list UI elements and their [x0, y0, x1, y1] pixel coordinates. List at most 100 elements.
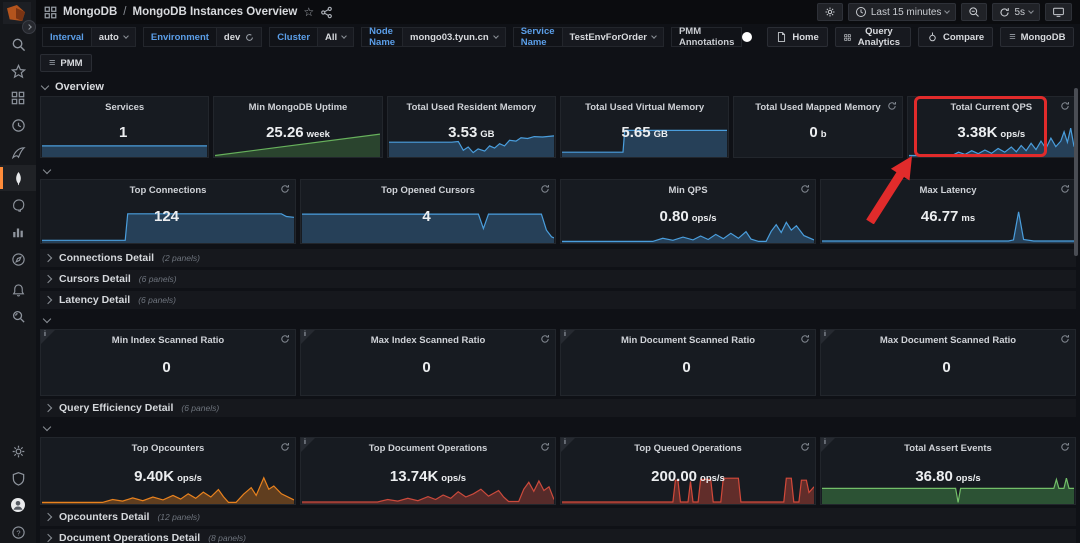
- pmm-menu-button[interactable]: ≡ PMM: [40, 54, 92, 72]
- dashboard-apps-icon: [44, 6, 57, 18]
- sidebar-item-profile[interactable]: [0, 492, 36, 518]
- panel-title[interactable]: Max Latency: [919, 185, 977, 196]
- zoom-out-time-button[interactable]: [961, 3, 988, 21]
- row-toggle-expanded[interactable]: [40, 314, 1076, 326]
- stat-panel-top-connections[interactable]: Top Connections 124: [40, 179, 296, 244]
- sidebar-item-dashboards[interactable]: [0, 85, 36, 111]
- stat-panel-min-index-scanned-ratio[interactable]: i Min Index Scanned Ratio 0: [40, 329, 296, 396]
- percona-logo[interactable]: [3, 2, 31, 24]
- panel-title[interactable]: Top Opened Cursors: [381, 185, 475, 196]
- stat-panel-total-current-qps[interactable]: Total Current QPS 3.38K ops/s: [906, 96, 1076, 158]
- stat-panel-max-index-scanned-ratio[interactable]: i Max Index Scanned Ratio 0: [300, 329, 556, 396]
- filter-node-name[interactable]: Node Name mongo03.tyun.cn: [361, 26, 506, 48]
- refresh-icon[interactable]: [540, 442, 550, 452]
- refresh-dashboard-button[interactable]: 5s: [992, 3, 1040, 21]
- panel-title[interactable]: Total Assert Events: [904, 443, 992, 454]
- panel-title[interactable]: Total Used Resident Memory: [406, 102, 537, 113]
- query-analytics-button[interactable]: Query Analytics: [834, 26, 911, 48]
- sidebar-item-query-analytics[interactable]: [0, 139, 36, 165]
- panel-title[interactable]: Top Opcounters: [131, 443, 205, 454]
- stat-panel-total-used-resident-memory[interactable]: Total Used Resident Memory 3.53 GB: [386, 96, 556, 158]
- mongodb-menu-button[interactable]: ≡ MongoDB: [1000, 27, 1075, 47]
- stat-panel-total-used-virtual-memory[interactable]: Total Used Virtual Memory 5.65 GB: [559, 96, 730, 158]
- stat-panel-top-queued-operations[interactable]: i Top Queued Operations 200.00 ops/s: [560, 437, 816, 505]
- panel-title[interactable]: Total Used Virtual Memory: [585, 102, 705, 113]
- refresh-icon[interactable]: [280, 184, 290, 194]
- refresh-icon[interactable]: [1060, 184, 1070, 194]
- sidebar-item-help[interactable]: ?: [0, 519, 36, 543]
- sidebar-item-server-admin[interactable]: [0, 465, 36, 491]
- filter-cluster[interactable]: Cluster All: [269, 27, 355, 47]
- filter-service-name[interactable]: Service Name TestEnvForOrder: [512, 26, 664, 48]
- refresh-icon[interactable]: [800, 184, 810, 194]
- stat-panel-min-document-scanned-ratio[interactable]: i Min Document Scanned Ratio 0: [560, 329, 816, 396]
- panel-title[interactable]: Min MongoDB Uptime: [248, 102, 348, 113]
- scrollbar-thumb[interactable]: [1074, 88, 1078, 256]
- refresh-icon[interactable]: [1060, 442, 1070, 452]
- collapsed-row-document-operations-detail[interactable]: Document Operations Detail (8 panels): [40, 529, 1076, 543]
- stat-panel-total-assert-events[interactable]: i Total Assert Events 36.80 ops/s: [820, 437, 1076, 505]
- stat-panel-max-latency[interactable]: Max Latency 46.77 ms: [820, 179, 1076, 244]
- refresh-icon[interactable]: [887, 101, 897, 111]
- home-button[interactable]: Home: [767, 27, 828, 47]
- filter-interval[interactable]: Interval auto: [42, 27, 136, 47]
- collapsed-row-cursors-detail[interactable]: Cursors Detail (6 panels): [40, 270, 1076, 288]
- collapsed-row-connections-detail[interactable]: Connections Detail (2 panels): [40, 249, 1076, 267]
- sidebar-item-operating-system[interactable]: [0, 112, 36, 138]
- refresh-icon: [1000, 7, 1010, 17]
- panel-title[interactable]: Top Document Operations: [368, 443, 488, 454]
- panel-title[interactable]: Total Current QPS: [950, 102, 1033, 113]
- sidebar-item-explore[interactable]: [0, 246, 36, 272]
- stat-panel-max-document-scanned-ratio[interactable]: i Max Document Scanned Ratio 0: [820, 329, 1076, 396]
- breadcrumb-folder[interactable]: MongoDB: [63, 6, 118, 18]
- collapsed-row-query-efficiency-detail[interactable]: Query Efficiency Detail (6 panels): [40, 399, 1076, 417]
- share-icon[interactable]: [320, 6, 333, 19]
- collapsed-row-latency-detail[interactable]: Latency Detail (6 panels): [40, 291, 1076, 309]
- panel-value: 1: [118, 124, 128, 141]
- sidebar-item-search[interactable]: [0, 31, 36, 57]
- row-toggle-expanded[interactable]: [40, 165, 1076, 177]
- stat-panel-min-qps[interactable]: Min QPS 0.80 ops/s: [560, 179, 816, 244]
- stat-panel-services[interactable]: Services 1: [40, 96, 210, 158]
- sidebar-item-mysql[interactable]: [0, 219, 36, 245]
- refresh-icon[interactable]: [800, 442, 810, 452]
- refresh-icon[interactable]: [1060, 334, 1070, 344]
- panel-title[interactable]: Total Used Mapped Memory: [755, 102, 881, 113]
- sidebar-item-alerting[interactable]: [0, 277, 36, 303]
- panel-title[interactable]: Min Document Scanned Ratio: [620, 335, 756, 346]
- row-toggle-expanded[interactable]: [40, 422, 1076, 434]
- refresh-icon[interactable]: [540, 334, 550, 344]
- panel-title[interactable]: Top Connections: [129, 185, 207, 196]
- sidebar-item-postgresql[interactable]: [0, 192, 36, 218]
- panel-title[interactable]: Top Queued Operations: [634, 443, 742, 454]
- dashboard-settings-button[interactable]: [816, 3, 843, 21]
- refresh-icon[interactable]: [540, 184, 550, 194]
- refresh-icon[interactable]: [280, 442, 290, 452]
- tv-mode-button[interactable]: [1045, 3, 1072, 21]
- breadcrumb-dashboard-title[interactable]: MongoDB Instances Overview: [132, 6, 298, 18]
- refresh-icon[interactable]: [280, 334, 290, 344]
- sidebar-item-starred[interactable]: [0, 58, 36, 84]
- sidebar-item-mongodb[interactable]: [0, 165, 36, 191]
- panel-title[interactable]: Services: [105, 102, 145, 113]
- panel-title[interactable]: Max Index Scanned Ratio: [370, 335, 486, 346]
- refresh-icon[interactable]: [1060, 101, 1070, 111]
- panel-title[interactable]: Min Index Scanned Ratio: [111, 335, 225, 346]
- collapsed-row-opcounters-detail[interactable]: Opcounters Detail (12 panels): [40, 508, 1076, 526]
- stat-panel-top-opened-cursors[interactable]: Top Opened Cursors 4: [300, 179, 556, 244]
- stat-panel-top-document-operations[interactable]: i Top Document Operations 13.74K ops/s: [300, 437, 556, 505]
- filter-environment[interactable]: Environment dev: [142, 27, 263, 47]
- row-header-overview[interactable]: Overview: [40, 80, 1076, 94]
- refresh-icon[interactable]: [800, 334, 810, 344]
- panel-title[interactable]: Max Document Scanned Ratio: [879, 335, 1017, 346]
- favorite-star-icon[interactable]: ☆: [303, 5, 315, 19]
- compare-button[interactable]: Compare: [918, 27, 994, 47]
- sidebar-expand-chevron-icon[interactable]: [22, 20, 36, 34]
- stat-panel-top-opcounters[interactable]: Top Opcounters 9.40K ops/s: [40, 437, 296, 505]
- stat-panel-min-mongodb-uptime[interactable]: Min MongoDB Uptime 25.26 week: [213, 96, 383, 158]
- sidebar-item-configuration[interactable]: [0, 438, 36, 464]
- sidebar-item-advisors[interactable]: [0, 303, 36, 329]
- panel-title[interactable]: Min QPS: [668, 185, 708, 196]
- time-range-picker[interactable]: Last 15 minutes: [847, 3, 957, 21]
